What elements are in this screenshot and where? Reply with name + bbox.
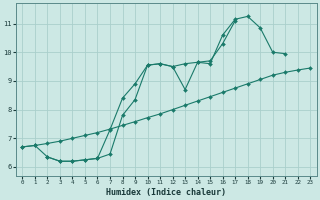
X-axis label: Humidex (Indice chaleur): Humidex (Indice chaleur) [106, 188, 226, 197]
